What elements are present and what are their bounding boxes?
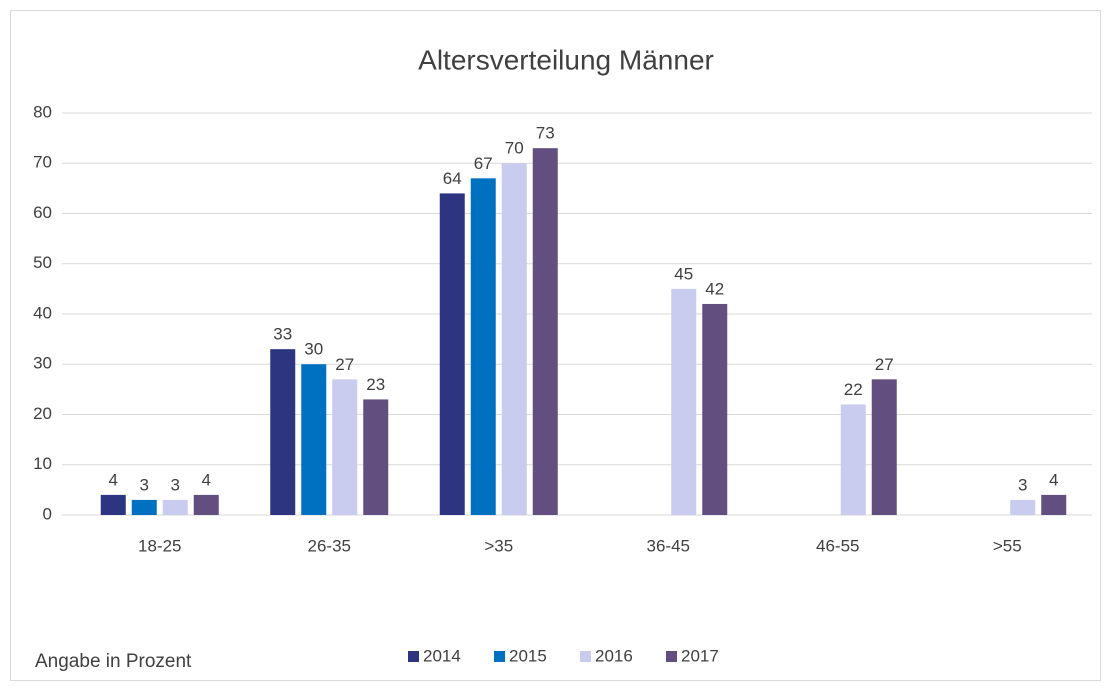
bar [1041, 494, 1067, 515]
chart-title: Altersverteilung Männer [418, 44, 714, 75]
bar [363, 399, 389, 515]
data-label: 45 [674, 264, 693, 283]
y-tick-label: 70 [33, 153, 52, 172]
y-tick-label: 80 [33, 102, 52, 121]
x-tick-label: 46-55 [816, 536, 859, 555]
data-label: 4 [1049, 470, 1058, 489]
bar [871, 379, 897, 515]
legend-swatch [408, 651, 419, 662]
bar [301, 364, 327, 515]
y-tick-label: 50 [33, 253, 52, 272]
bar [100, 494, 126, 515]
y-tick-label: 10 [33, 454, 52, 473]
data-label: 3 [171, 475, 180, 494]
data-label: 4 [109, 470, 118, 489]
bar [532, 148, 558, 516]
x-tick-label: >35 [484, 536, 513, 555]
data-label: 27 [875, 355, 894, 374]
data-label: 4 [202, 470, 211, 489]
y-tick-label: 40 [33, 303, 52, 322]
data-label: 27 [335, 355, 354, 374]
data-label: 73 [536, 124, 555, 143]
bar [332, 379, 358, 515]
data-label: 42 [705, 279, 724, 298]
legend-swatch [494, 651, 505, 662]
data-label: 23 [366, 375, 385, 394]
annotation: Angabe in Prozent [35, 651, 192, 672]
data-label: 64 [443, 169, 462, 188]
data-label: 3 [140, 475, 149, 494]
legend-label: 2015 [509, 646, 547, 665]
bar [193, 494, 219, 515]
data-label: 70 [505, 139, 524, 158]
y-tick-label: 30 [33, 354, 52, 373]
bar [840, 404, 866, 515]
bar [501, 163, 527, 515]
x-tick-label: 26-35 [308, 536, 351, 555]
bar [439, 193, 465, 515]
bar [131, 499, 157, 515]
legend-label: 2014 [423, 646, 461, 665]
bar [470, 178, 496, 515]
x-tick-label: >55 [993, 536, 1022, 555]
data-label: 3 [1018, 475, 1027, 494]
y-tick-label: 60 [33, 203, 52, 222]
bar [1010, 499, 1036, 515]
x-tick-label: 18-25 [138, 536, 181, 555]
legend-label: 2017 [681, 646, 719, 665]
bar [671, 288, 697, 515]
x-tick-label: 36-45 [647, 536, 690, 555]
y-tick-label: 20 [33, 404, 52, 423]
data-label: 22 [844, 380, 863, 399]
y-tick-label: 0 [43, 504, 52, 523]
legend-swatch [580, 651, 591, 662]
bar [702, 303, 728, 515]
bar [270, 349, 296, 515]
data-label: 30 [304, 340, 323, 359]
bar [162, 499, 188, 515]
data-label: 33 [273, 325, 292, 344]
data-label: 67 [474, 154, 493, 173]
legend-swatch [666, 651, 677, 662]
legend-label: 2016 [595, 646, 633, 665]
